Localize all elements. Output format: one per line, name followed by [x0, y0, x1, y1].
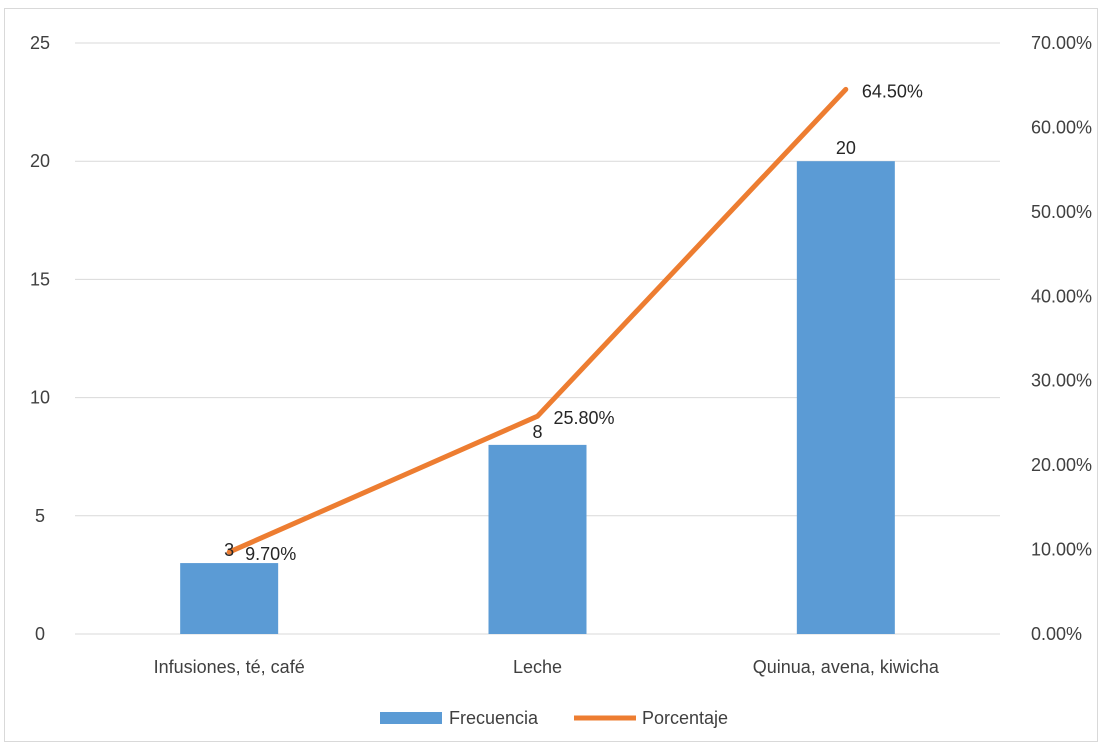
legend-label-frecuencia: Frecuencia — [449, 708, 539, 728]
y-left-tick-label: 5 — [35, 506, 45, 526]
x-tick-label: Infusiones, té, café — [154, 657, 305, 677]
line-data-label: 9.70% — [245, 544, 296, 564]
y-right-tick-label: 30.00% — [1031, 371, 1092, 391]
legend-label-porcentaje: Porcentaje — [642, 708, 728, 728]
bar-1 — [180, 563, 279, 634]
y-left-tick-label: 10 — [30, 388, 50, 408]
bar-data-label: 20 — [836, 138, 856, 158]
line-data-label: 64.50% — [862, 81, 923, 101]
x-tick-label: Quinua, avena, kiwicha — [753, 657, 940, 677]
x-tick-label: Leche — [513, 657, 562, 677]
bar-2 — [488, 444, 587, 634]
y-right-tick-label: 20.00% — [1031, 455, 1092, 475]
y-right-tick-label: 10.00% — [1031, 540, 1092, 560]
y-right-tick-label: 50.00% — [1031, 202, 1092, 222]
y-right-tick-label: 0.00% — [1031, 624, 1082, 644]
legend-swatch-frecuencia — [380, 712, 442, 724]
bar-3 — [796, 161, 895, 634]
line-data-label: 25.80% — [554, 408, 615, 428]
y-right-tick-label: 70.00% — [1031, 33, 1092, 53]
y-left-tick-label: 0 — [35, 624, 45, 644]
bar-data-label: 3 — [224, 540, 234, 560]
line-series-porcentaje — [226, 86, 849, 555]
y-right-tick-label: 60.00% — [1031, 117, 1092, 137]
bar-data-label: 8 — [532, 422, 542, 442]
y-left-tick-label: 25 — [30, 33, 50, 53]
y-right-tick-label: 40.00% — [1031, 286, 1092, 306]
y-left-tick-label: 15 — [30, 269, 50, 289]
y-left-tick-label: 20 — [30, 151, 50, 171]
